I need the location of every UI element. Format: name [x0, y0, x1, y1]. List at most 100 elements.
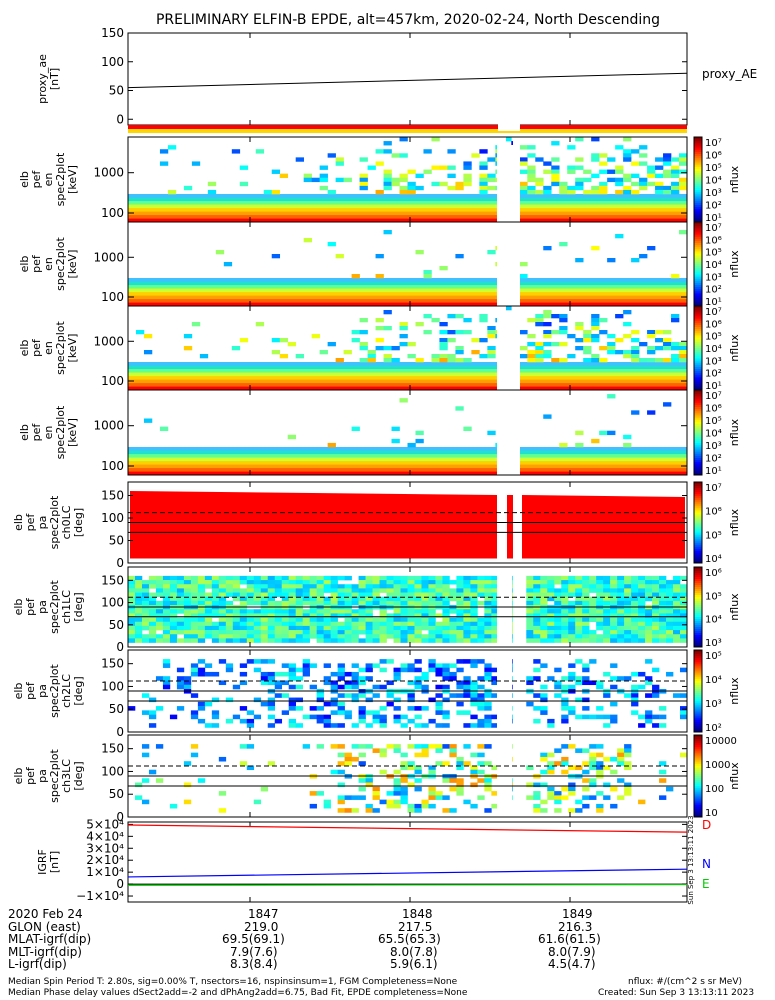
colorbar-cell: [694, 759, 702, 763]
pitch-angle-pixel: [176, 638, 185, 643]
pitch-angle-pixel: [568, 617, 576, 623]
pitch-angle-pixel: [351, 630, 359, 635]
spectrogram-pixel: [407, 442, 416, 448]
pitch-angle-pixel: [610, 676, 618, 681]
colorbar-cell: [694, 611, 702, 614]
pitch-angle-pixel: [393, 625, 401, 631]
pitch-angle-pixel: [421, 676, 429, 681]
pitch-angle-pixel: [526, 680, 534, 686]
pitch-angle-pixel: [659, 584, 667, 589]
pitch-angle-pixel: [547, 630, 555, 635]
spectrogram-pixel: [663, 173, 672, 179]
spectrogram-pixel: [607, 177, 616, 183]
colorbar-cell: [694, 356, 702, 359]
colorbar-cell: [694, 352, 702, 355]
pitch-angle-pixel: [183, 634, 192, 639]
pitch-angle-pixel: [470, 575, 478, 581]
pitch-angle-pixel: [351, 723, 359, 728]
pitch-angle-pixel: [183, 676, 192, 681]
pitch-angle-pixel: [533, 625, 541, 631]
pitch-angle-pixel: [673, 580, 681, 585]
pitch-angle-pixel: [183, 625, 192, 631]
pitch-angle-pixel: [624, 782, 632, 788]
colorbar-cell: [694, 445, 702, 448]
colorbar-cell: [694, 280, 702, 284]
pitch-angle-pixel: [316, 613, 324, 618]
pitch-angle-pixel: [589, 613, 597, 618]
pitch-angle-pixel: [330, 630, 338, 635]
spectrogram-pixel: [655, 330, 664, 335]
pitch-angle-pixel: [393, 609, 401, 614]
pitch-angle-pixel: [400, 613, 408, 618]
time-tick-label: 1847: [248, 907, 279, 921]
pitch-angle-pixel: [358, 667, 366, 673]
pitch-angle-pixel: [162, 663, 171, 668]
colorbar-cell: [694, 664, 702, 667]
note-created: Created: Sun Sep 3 13:13:11 2023: [598, 988, 755, 998]
pitch-angle-pixel: [414, 808, 422, 813]
colorbar-cell: [694, 177, 702, 180]
pitch-angle-pixel: [456, 756, 464, 762]
spectrogram-pixel: [367, 165, 376, 170]
spectrogram-pixel: [479, 161, 488, 166]
colorbar-cell: [694, 773, 702, 777]
pitch-angle-pixel: [638, 625, 646, 631]
pitch-angle-pixel: [526, 617, 534, 623]
pitch-angle-pixel: [197, 575, 206, 581]
pitch-angle-pixel: [148, 625, 157, 631]
pitch-angle-pixel: [288, 684, 296, 690]
pitch-angle-pixel: [547, 584, 555, 589]
energy-band: [128, 365, 687, 370]
pitch-angle-pixel: [547, 575, 555, 581]
spectrogram-pixel: [487, 330, 496, 335]
pitch-angle-pixel: [540, 808, 548, 813]
colorbar-label: nflux: [728, 250, 741, 278]
spectrogram-pixel: [439, 338, 448, 343]
pitch-angle-pixel: [680, 706, 688, 711]
spectrogram-pixel: [383, 310, 392, 315]
pitch-angle-pixel: [421, 625, 429, 631]
pitch-angle-pixel: [365, 663, 373, 668]
pitch-angle-pixel: [183, 630, 192, 635]
pitch-angle-pixel: [407, 600, 415, 606]
pitch-angle-pixel: [162, 617, 171, 623]
pitch-angle-pixel: [652, 667, 660, 673]
spectrogram-pixel: [599, 153, 608, 158]
pitch-angle-pixel: [337, 701, 345, 707]
pitch-angle-pixel: [393, 803, 401, 809]
pitch-angle-pixel: [204, 625, 213, 631]
pitch-angle-pixel: [169, 714, 178, 720]
pitch-angle-pixel: [274, 600, 283, 606]
colorbar-cell: [694, 776, 702, 779]
pitch-angle-pixel: [435, 744, 443, 749]
spectrogram-pixel: [583, 346, 592, 351]
pitch-angle-pixel: [239, 609, 248, 614]
pitch-angle-pixel: [337, 625, 345, 631]
pitch-angle-pixel: [169, 630, 178, 635]
colorbar-cell: [694, 814, 702, 818]
pitch-angle-pixel: [477, 684, 485, 690]
spectrogram-pixel: [551, 169, 560, 174]
pitch-angle-pixel: [344, 756, 352, 762]
pitch-angle-pixel: [631, 609, 639, 614]
pitch-angle-pixel: [666, 621, 674, 627]
pitch-angle-pixel: [624, 600, 632, 606]
pitch-angle-pixel: [421, 752, 429, 758]
spectrogram-pixel: [359, 177, 368, 183]
pitch-angle-pixel: [589, 584, 597, 589]
spectrogram-pixel: [447, 173, 456, 179]
data-gap: [506, 398, 513, 475]
pitch-angle-pixel: [540, 600, 548, 606]
pitch-angle-pixel: [526, 676, 534, 681]
pitch-angle-pixel: [183, 575, 192, 581]
pitch-angle-pixel: [554, 625, 562, 631]
pitch-angle-pixel: [393, 671, 401, 677]
pitch-angle-pixel: [134, 584, 143, 589]
pitch-angle-pixel: [302, 613, 310, 618]
colorbar-cell: [694, 550, 702, 554]
colorbar-cell: [694, 641, 702, 644]
pitch-angle-pixel: [197, 638, 206, 643]
pitch-angle-pixel: [610, 634, 618, 639]
pitch-angle-pixel: [372, 630, 380, 635]
pitch-angle-pixel: [645, 693, 653, 698]
